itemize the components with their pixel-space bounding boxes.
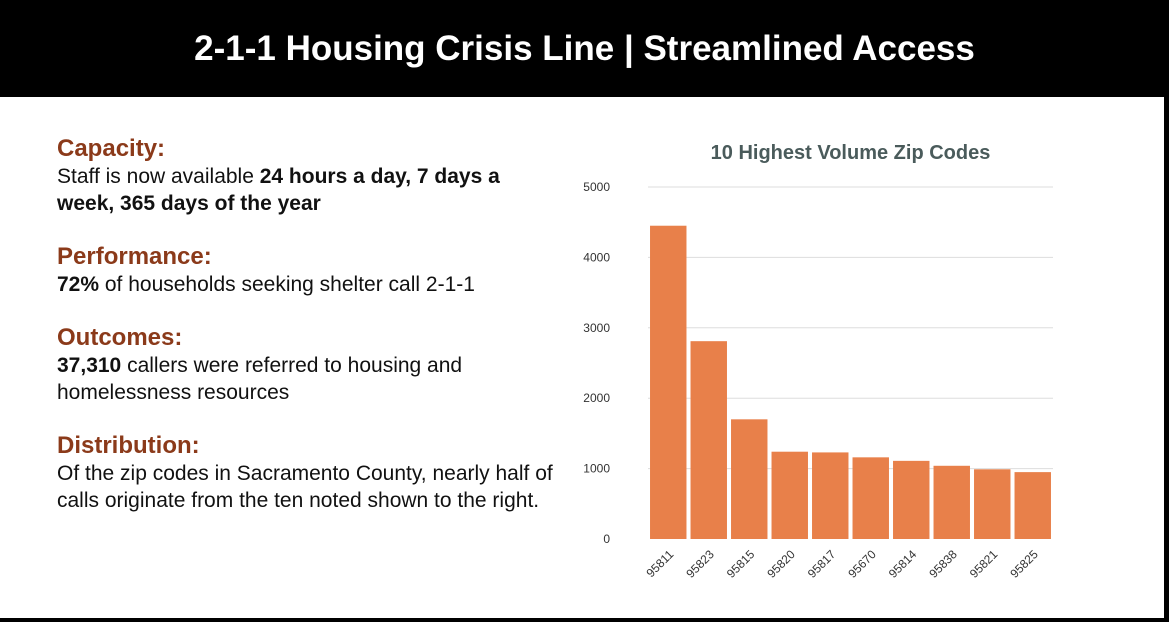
x-tick-label: 95821 <box>967 547 1001 581</box>
bar-chart: 10 Highest Volume Zip Codes 0 1000 2000 3000… <box>583 142 1053 581</box>
section-performance: Performance: 72% of households seeking sh… <box>57 243 557 298</box>
section-heading: Performance: <box>57 243 212 270</box>
chart-container: 10 Highest Volume Zip Codes 0 1000 2000 3000… <box>580 127 1080 617</box>
section-body: 72% of households seeking shelter call 2… <box>57 271 557 298</box>
x-tick-label: 95670 <box>845 547 879 581</box>
x-tick-label: 95817 <box>805 547 839 581</box>
x-tick-label: 95815 <box>724 547 758 581</box>
body-span: of households seeking shelter call 2-1-1 <box>99 273 475 296</box>
section-body: Of the zip codes in Sacramento County, n… <box>57 460 557 514</box>
slide-title: 2-1-1 Housing Crisis Line | Streamlined … <box>0 0 1169 97</box>
y-tick-label: 4000 <box>583 250 610 264</box>
bar-95838 <box>933 465 970 539</box>
section-heading: Capacity: <box>57 135 166 162</box>
bar-95815 <box>731 419 768 539</box>
slide-content: Capacity: Staff is now available 24 hours… <box>0 97 1164 618</box>
body-span: Staff is now available <box>57 165 260 188</box>
section-heading: Outcomes: <box>57 324 183 351</box>
bar-95823 <box>690 341 727 539</box>
x-tick-label: 95814 <box>886 547 920 581</box>
y-tick-label: 1000 <box>583 462 610 476</box>
bar-95811 <box>650 225 687 539</box>
bar-95670 <box>852 457 889 539</box>
y-tick-label: 2000 <box>583 391 610 405</box>
chart-title: 10 Highest Volume Zip Codes <box>711 142 991 164</box>
emphasis-text: 24 hours a day, 7 days a week, 365 days … <box>57 165 500 215</box>
y-tick-label: 5000 <box>583 180 610 194</box>
bar-95820 <box>771 451 808 539</box>
body-span: Of the zip codes in Sacramento County, n… <box>57 462 553 512</box>
bar-95821 <box>974 469 1011 539</box>
text-column: Capacity: Staff is now available 24 hours… <box>57 135 557 540</box>
bar-95817 <box>812 452 849 539</box>
x-tick-label: 95825 <box>1007 547 1041 581</box>
section-body: Staff is now available 24 hours a day, 7… <box>57 163 557 217</box>
section-heading: Distribution: <box>57 432 200 459</box>
bar-95825 <box>1014 472 1051 539</box>
y-tick-label: 0 <box>603 532 610 546</box>
body-span: callers were referred to housing and hom… <box>57 354 463 404</box>
section-outcomes: Outcomes: 37,310 callers were referred to… <box>57 324 557 406</box>
bar-95814 <box>893 460 930 539</box>
section-distribution: Distribution: Of the zip codes in Sacrame… <box>57 432 557 514</box>
section-body: 37,310 callers were referred to housing … <box>57 352 557 406</box>
emphasis-text: 37,310 <box>57 354 122 377</box>
x-tick-label: 95820 <box>764 547 798 581</box>
x-tick-label: 95823 <box>683 547 717 581</box>
x-tick-label: 95838 <box>926 547 960 581</box>
section-capacity: Capacity: Staff is now available 24 hours… <box>57 135 557 217</box>
x-tick-label: 95811 <box>644 547 677 580</box>
y-tick-label: 3000 <box>583 321 610 335</box>
emphasis-text: 72% <box>57 273 100 296</box>
